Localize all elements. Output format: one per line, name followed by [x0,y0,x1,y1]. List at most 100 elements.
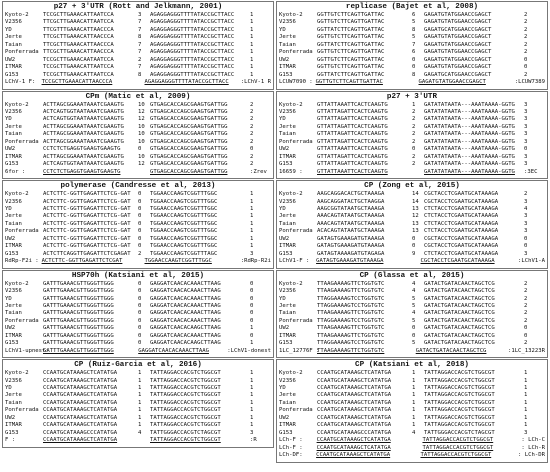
strain-name: ITMAR [279,422,296,429]
mismatch-count: 3 [524,250,528,257]
strain-name: Ponferrada [5,228,39,235]
reverse-region-sequence: TATTAGGACCACGTCTGGCGT [150,370,221,377]
mismatch-count: 12 [138,108,145,115]
reverse-region-sequence: GATATATAATA---AAATAAAA-GGTG [424,153,515,160]
mismatch-count: 3 [524,153,528,160]
primer-row: 16659 : GTTATTAAATTCACTCAAGTG GATATATAATA-… [279,169,545,176]
strain-name: Jerte [279,392,296,399]
primer-row: LChV1-F : GATAGTGAAAGATGTAAAGA CGCTACCTCGA… [279,258,545,265]
forward-region-sequence: GATTTGAAACGTTGGGTTGGG [43,317,114,324]
forward-primer-name: LChV-1 F: [5,79,36,86]
reverse-region-sequence: AGAGGAGGGTTTTATACCGCTTACC [150,26,235,33]
alignment-row: YD CCAATGCATAAAGCTCATATGA 1 TATTAGGACCACGTC… [279,385,545,392]
reverse-region-sequence: GATACTGATACAACTAGCTCG [424,332,495,339]
reverse-region-sequence: TATTGGGACCACGTCTAGCGT [424,429,495,436]
primer-row: LChV1-upnest: GATTTGAAACGTTGGGTTGGG GAGGAT… [5,348,271,355]
mismatch-count: 7 [412,41,416,48]
panel-title: CPm (Matic et al, 2009) [85,92,191,101]
reverse-region-sequence: TATTAGGACCACGTCTGGCGT [424,377,495,384]
forward-region-sequence: ACTCAGTGGTAATAAATCGAAGTG [43,108,124,115]
mismatch-count: 0 [250,280,254,287]
alignment-row: G153 TTAGGAAAAGTCCTGGTGTC 5 GATACTGATACAACT… [279,340,545,347]
strain-name: Ponferrada [279,138,313,145]
alignment-panel: HSP70h (Katsiani et al, 2015) Kyoto-2 GATT… [2,269,274,359]
spacer [411,437,423,444]
panel-title: replicase (Bajet et al, 2008) [345,3,479,11]
strain-name: G153 [5,71,19,78]
forward-region-sequence: TTAGGAAAAGTCCTGGTGTC [317,340,385,347]
reverse-region-sequence: TGGAACCAAGTCGGTTTAGC [150,250,218,257]
strain-name: UW2 [5,56,16,63]
forward-region-sequence: GATTTGAAACGTTGGGTTGGG [43,310,114,317]
forward-primer-sequence: TTAAGAAAAGTTCTGGTGTC [317,347,385,354]
mismatch-count: 1 [250,235,254,242]
reverse-region-sequence: GAGGATCAACACAAGCTTAAG [150,325,221,332]
mismatch-count: 2 [524,71,528,78]
reverse-region-sequence: GAGATGCATGGAACCGAGCT [424,71,492,78]
mismatch-count: 1 [138,414,142,421]
strain-name: Kyoto-2 [279,101,303,108]
primer-row: LCh-F : CCAATGCATAAAGCTCATATGA TATTAGGACCA… [279,445,545,452]
spacer [409,258,421,265]
forward-region-sequence: ACTCTTC-GGTTGAGATTCTCG-GAT [43,220,131,227]
reverse-region-sequence: CTCTACCTCGAATGCATAAAGA [424,250,499,257]
mismatch-count: 3 [524,138,528,145]
forward-region-sequence: ACTTAGCGGAAATAAATCGAAGTG [43,131,124,138]
strain-name: UW2 [5,146,16,153]
alignment-row: UW2 CCAATGCATAAAGCTCATATGA 1 TATTAGGACCACGT… [279,415,545,422]
mismatch-count: 0 [138,280,142,287]
mismatch-count: 3 [524,228,528,235]
panel-title: HSP70h (Katsiani et al, 2015) [71,271,205,280]
alignment-row: G153 TCCGCTTGAAACATTAATCCA 8 AGAGGAGGGTTTTA… [5,72,271,79]
mismatch-count: 7 [138,64,142,71]
strain-name: UW2 [5,325,16,332]
alignment-row: Ponferrada GATTTGAAACGTTGGGTTGGG 0 GAGGATCA… [5,318,271,325]
mismatch-count: 8 [412,26,416,33]
mismatch-count: 4 [412,429,416,436]
reverse-primer-sequence: GATATATAATA---AAATAAAA-GGTG [424,168,515,175]
forward-region-sequence: ACTCTTCAGGTTGAGATTCTCGAGAT [43,250,131,257]
forward-region-sequence: TTCGTTTGAAACATTAACCCA [43,26,114,33]
forward-region-sequence: TCCGCTTGAAACATTAATCCA [43,64,114,71]
reverse-region-sequence: GATATATAATA---AAATAAAA-GGTG [424,146,515,153]
primer-row: F : CCAATGCATAAAGCTCATATGA TATTAGGACCACGTC… [5,437,271,444]
mismatch-count: 1 [138,385,142,392]
reverse-region-sequence: GATATATAATA---AAATAAAA-GGTG [424,123,515,130]
mismatch-count: 1 [250,26,254,33]
reverse-region-sequence: GAGGATCAACACAAACTTAAG [150,302,221,309]
forward-primer-name: LCh-DF: [279,452,303,459]
reverse-region-sequence: GTGAGCACCAGCGAAGTGATTGG [150,146,228,153]
mismatch-count: 1 [412,407,416,414]
forward-region-sequence: GATTTGAAACGTTGGGTTGGG [43,332,114,339]
mismatch-count: 2 [250,108,254,115]
alignment-row: Ponferrada ACTTAGCGGAAATAAATCGAAGTG 10 GTGA… [5,139,271,146]
strain-name: Jerte [5,302,22,309]
mismatch-count: 1 [250,220,254,227]
mismatch-count: 7 [138,41,142,48]
forward-region-sequence: GTTATTAGATTCACTCAAGTG [317,131,388,138]
reverse-region-sequence: TATTAGGACCACGTCTGGCGT [150,399,221,406]
alignment-row: UW2 ACTCTTC-GGTTGAGATTCTCG-GAT 0 TGGAACCAAG… [5,236,271,243]
mismatch-count: 1 [524,377,528,384]
left-column: p27 + 3'UTR (Rott and Jelkmann, 2001) Kyo… [2,1,274,449]
mismatch-count: 1 [250,392,254,399]
mismatch-count: 2 [412,161,416,168]
reverse-primer-name: :1LC_13223R [507,347,545,354]
alignment-row: UW2 TTAAGAAAAGTTCTGGTGTC 0 GATACTGATACAACTA… [279,325,545,332]
panel-title: polymerase (Candresse et al, 2013) [60,182,216,191]
forward-region-sequence: GATTTGAAACGTTGGGTTGGG [43,340,114,347]
mismatch-count: 0 [138,340,142,347]
strain-name: ITMAR [279,153,296,160]
mismatch-count: 1 [250,19,254,26]
alignment-row: YD GGTTATCTTCAGTTGATTAC 8 GAGATGCATGGAACCGA… [279,27,545,34]
forward-region-sequence: TTAAGAAAAGTTCTGGTGTC [317,325,385,332]
forward-region-sequence: ACTTAGCGGAAATAAATCGAAGTG [43,138,124,145]
mismatch-count: 9 [412,250,416,257]
alignment-row: Kyoto-2 AAGCAGGACACTGCTAAAGA 14 CGCTACCTCGA… [279,191,545,198]
mismatch-count: 3 [524,101,528,108]
alignment-row: ITMAR ACTCTTC-GGTTGAGATTCTCG-GAT 0 TGGAACCA… [5,243,271,250]
alignment-row: ITMAR GGTTGTCTTCAGTTGATTAC 0 GAGATGTATGGAAC… [279,64,545,71]
mismatch-count: 0 [138,310,142,317]
reverse-region-sequence: AGAGGAGGGTTTTATACCGCTTACC [150,41,235,48]
alignment-row: UW2 CCAATGCATAAAGCTCATATGA 1 TATTAGGACCACGT… [5,415,271,422]
